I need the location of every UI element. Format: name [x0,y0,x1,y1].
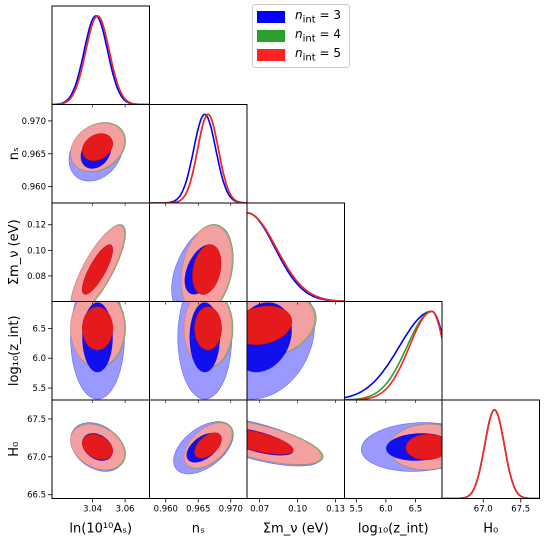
marginal-curve-H0-2 [442,409,540,499]
xtick-label-mnu-1: 0.10 [288,505,307,515]
contour-logz-H0 [360,422,442,472]
legend-swatch-blue [257,11,285,23]
contour-inner-red [192,244,222,295]
marginal-curve-mnu-2 [247,212,345,302]
contour-inner-red [194,432,222,459]
ytick-label-H0-0: 66.5 [27,491,46,501]
ytick-label-H0-1: 67.0 [27,453,46,463]
xtick-label-ns-0: 0.960 [154,505,178,515]
legend-label-4: = 4 [319,27,341,42]
marginal-curve-lnAs-2 [52,14,150,105]
xtick-label-lnAs-1: 3.06 [116,505,135,515]
contour-inner-red [247,429,294,455]
yaxis-label-H0: H₀ [7,442,22,457]
marginal-mnu [247,212,345,302]
xtick-label-mnu-0: 0.07 [250,505,269,515]
xtick-label-logz-2: 6.5 [409,505,423,515]
xaxis-label-logz: log₁₀(z_int) [358,522,429,537]
marginal-curve-ns-0 [149,113,247,203]
contour-mnu-H0 [247,420,324,467]
xaxis-label-lnAs: ln(10¹⁰Aₛ) [69,522,132,537]
marginal-ns [149,113,247,203]
marginal-H0 [442,409,540,499]
marginal-curve-H0-1 [442,409,540,499]
panel-frame-2-2 [246,202,345,302]
ytick-label-logz-1: 6.0 [32,354,46,364]
xtick-label-ns-1: 0.965 [186,505,210,515]
contour-ns-H0 [173,421,234,475]
xaxis-label-H0: H₀ [483,522,498,537]
legend-swatch-red [257,49,285,61]
contour-ns-logz [177,301,234,400]
contour-lnAs-ns [68,122,126,182]
panel-frame-1-1 [149,104,248,204]
legend-swatch-green [257,30,285,42]
xaxis-label-ns: nₛ [192,522,205,537]
marginal-curve-logz-0 [344,310,442,399]
ytick-label-logz-0: 5.5 [32,384,46,394]
marginal-curve-lnAs-0 [52,14,150,105]
marginal-lnAs [52,14,150,105]
legend-label-3: = 3 [319,8,341,23]
xtick-label-mnu-2: 0.13 [326,505,345,515]
ytick-label-ns-1: 0.965 [22,150,46,160]
xaxis-label-mnu: Σm_ν (eV) [263,522,329,537]
contour-inner-red [194,306,222,351]
legend-label-5: = 5 [319,46,341,61]
yaxis-label-mnu: Σm_ν (eV) [7,219,22,285]
ytick-label-ns-0: 0.960 [22,183,46,193]
contour-inner-red [82,306,113,351]
contour-inner-red [247,305,293,346]
contour-lnAs-logz [70,301,126,400]
legend-item-nint4: nint = 4 [257,27,341,45]
contour-inner-red [82,133,113,161]
ytick-label-logz-2: 6.5 [32,324,46,334]
xtick-label-lnAs-0: 3.04 [83,505,102,515]
panel-frame-4-4 [441,399,540,499]
marginal-curve-logz-2 [344,310,442,400]
ytick-label-ns-2: 0.970 [22,117,46,127]
contour-inner-red [405,434,442,460]
xtick-label-logz-1: 6.0 [379,505,393,515]
marginal-curve-lnAs-1 [52,14,150,105]
marginal-logz [344,310,442,400]
xtick-label-H0-1: 67.5 [511,505,530,515]
contour-inner-red [82,244,113,295]
yaxis-label-logz: log₁₀(z_int) [7,315,22,386]
marginal-curve-H0-0 [442,409,540,499]
contour-ns-mnu [171,224,234,302]
ytick-label-mnu-2: 0.12 [27,221,46,231]
marginal-curve-mnu-1 [247,212,345,302]
xtick-label-H0-0: 67.0 [474,505,493,515]
panel-frame-3-3 [344,301,443,401]
xtick-label-ns-2: 0.970 [219,505,243,515]
ytick-label-mnu-0: 0.08 [27,272,46,282]
ytick-label-mnu-1: 0.10 [27,246,46,256]
yaxis-label-ns: nₛ [7,147,22,160]
ytick-label-H0-2: 67.5 [27,415,46,425]
xtick-label-logz-0: 5.5 [350,505,364,515]
legend: nint = 3 nint = 4 nint = 5 [252,4,350,68]
marginal-curve-ns-2 [149,113,247,203]
contour-lnAs-H0 [70,422,126,472]
legend-item-nint3: nint = 3 [257,8,341,26]
contour-mnu-logz [247,301,317,400]
contour-inner-red [82,434,113,460]
marginal-curve-mnu-0 [247,212,345,302]
contour-lnAs-mnu [70,224,126,302]
legend-item-nint5: nint = 5 [257,46,341,64]
